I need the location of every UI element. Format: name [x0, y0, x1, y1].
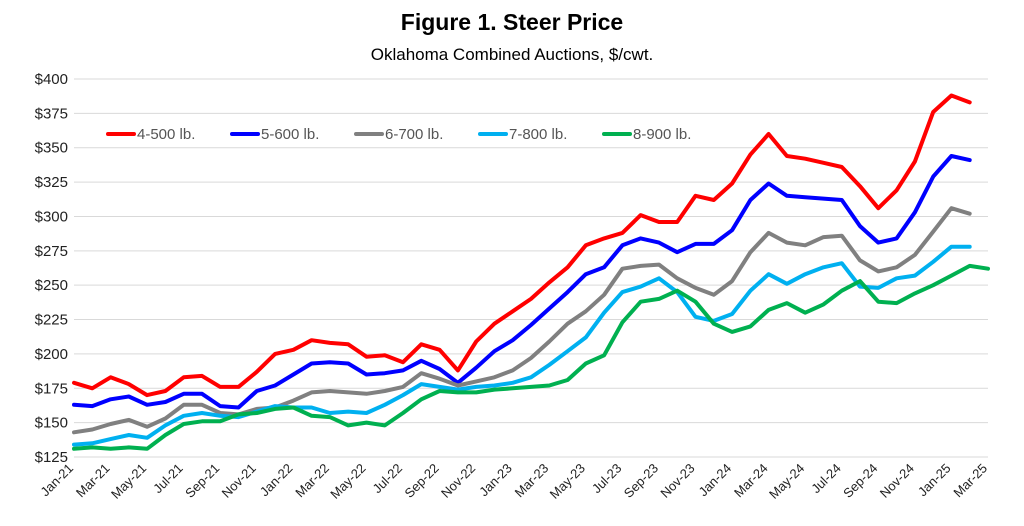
y-tick-label: $125 — [35, 449, 68, 466]
x-tick-label: Sep-21 — [182, 461, 222, 501]
y-axis-ticks: $125 $150 $175 $200 $225 $250 $275 $300 $325 $350… — [35, 71, 68, 466]
series-line-1 — [72, 93, 972, 398]
y-tick-label: $325 — [35, 174, 68, 191]
y-tick-label: $350 — [35, 140, 68, 157]
x-tick-label: Nov-22 — [438, 461, 478, 501]
chart-title: Figure 1. Steer Price — [401, 9, 623, 35]
x-tick-label: Jan-22 — [257, 461, 296, 500]
y-tick-label: $225 — [35, 312, 68, 329]
x-tick-label: May-22 — [327, 461, 368, 502]
x-tick-label: Mar-21 — [73, 461, 113, 501]
y-tick-label: $150 — [35, 415, 68, 432]
y-tick-label: $175 — [35, 380, 68, 397]
y-tick-label: $250 — [35, 277, 68, 294]
x-tick-label: Mar-23 — [512, 461, 552, 501]
y-tick-label: $400 — [35, 71, 68, 88]
x-tick-label: Jan-23 — [476, 461, 515, 500]
x-tick-label: May-21 — [108, 461, 149, 502]
x-tick-label: Nov-24 — [877, 461, 917, 501]
x-tick-label: Jul-22 — [370, 461, 406, 497]
x-tick-label: Jan-24 — [695, 461, 734, 500]
series-line-4 — [72, 244, 972, 447]
x-tick-label: Mar-25 — [950, 461, 990, 501]
y-tick-label: $300 — [35, 208, 68, 225]
chart-subtitle: Oklahoma Combined Auctions, $/cwt. — [371, 45, 654, 64]
x-tick-label: Mar-24 — [731, 461, 771, 501]
x-tick-label: May-23 — [547, 461, 588, 502]
x-tick-label: Sep-22 — [401, 461, 441, 501]
legend-label: 5-600 lb. — [261, 126, 319, 143]
x-tick-label: Nov-23 — [657, 461, 697, 501]
x-tick-label: Nov-21 — [219, 461, 259, 501]
legend: 4-500 lb. 5-600 lb. 6-700 lb. 7-800 lb. 8-90… — [106, 126, 691, 143]
x-tick-label: Jul-21 — [150, 461, 186, 497]
series-line-2 — [72, 154, 972, 410]
legend-label: 6-700 lb. — [385, 126, 443, 143]
x-tick-label: Jul-23 — [589, 461, 625, 497]
x-tick-label: Mar-22 — [292, 461, 332, 501]
legend-label: 7-800 lb. — [509, 126, 567, 143]
x-tick-label: Jul-24 — [808, 461, 844, 497]
x-tick-label: May-24 — [766, 461, 807, 502]
x-tick-label: Sep-24 — [840, 461, 880, 501]
y-tick-label: $375 — [35, 105, 68, 122]
series-lines — [72, 93, 990, 451]
x-tick-label: Jan-21 — [37, 461, 76, 500]
legend-label: 8-900 lb. — [633, 126, 691, 143]
y-tick-label: $200 — [35, 346, 68, 363]
x-tick-label: Sep-23 — [621, 461, 661, 501]
x-tick-label: Jan-25 — [915, 461, 954, 500]
y-tick-label: $275 — [35, 243, 68, 260]
series-line-3 — [72, 206, 972, 435]
legend-label: 4-500 lb. — [137, 126, 195, 143]
series-line-5 — [72, 263, 990, 451]
